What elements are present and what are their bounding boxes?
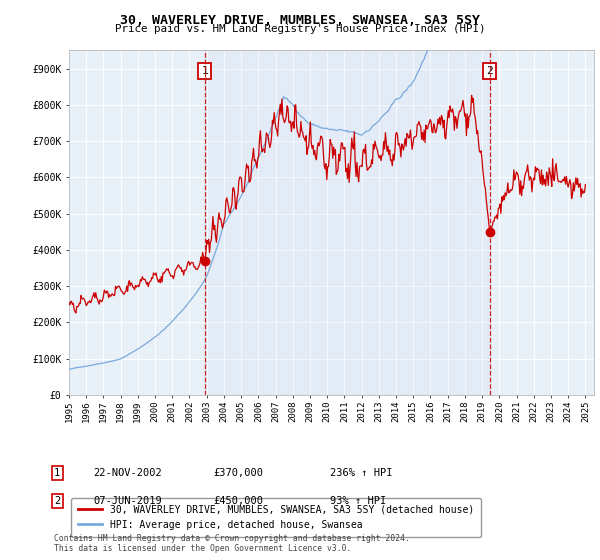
Text: £450,000: £450,000: [213, 496, 263, 506]
Text: 30, WAVERLEY DRIVE, MUMBLES, SWANSEA, SA3 5SY: 30, WAVERLEY DRIVE, MUMBLES, SWANSEA, SA…: [120, 14, 480, 27]
Text: Price paid vs. HM Land Registry's House Price Index (HPI): Price paid vs. HM Land Registry's House …: [115, 24, 485, 34]
Text: 2: 2: [487, 66, 493, 76]
Text: £370,000: £370,000: [213, 468, 263, 478]
Text: 236% ↑ HPI: 236% ↑ HPI: [330, 468, 392, 478]
Text: 1: 1: [202, 66, 208, 76]
Text: 07-JUN-2019: 07-JUN-2019: [93, 496, 162, 506]
Text: 1: 1: [54, 468, 60, 478]
Bar: [205, 50, 490, 395]
Legend: 30, WAVERLEY DRIVE, MUMBLES, SWANSEA, SA3 5SY (detached house), HPI: Average pri: 30, WAVERLEY DRIVE, MUMBLES, SWANSEA, SA…: [71, 498, 481, 537]
Text: 93% ↑ HPI: 93% ↑ HPI: [330, 496, 386, 506]
Text: 22-NOV-2002: 22-NOV-2002: [93, 468, 162, 478]
Text: 2: 2: [54, 496, 60, 506]
Text: Contains HM Land Registry data © Crown copyright and database right 2024.
This d: Contains HM Land Registry data © Crown c…: [54, 534, 410, 553]
